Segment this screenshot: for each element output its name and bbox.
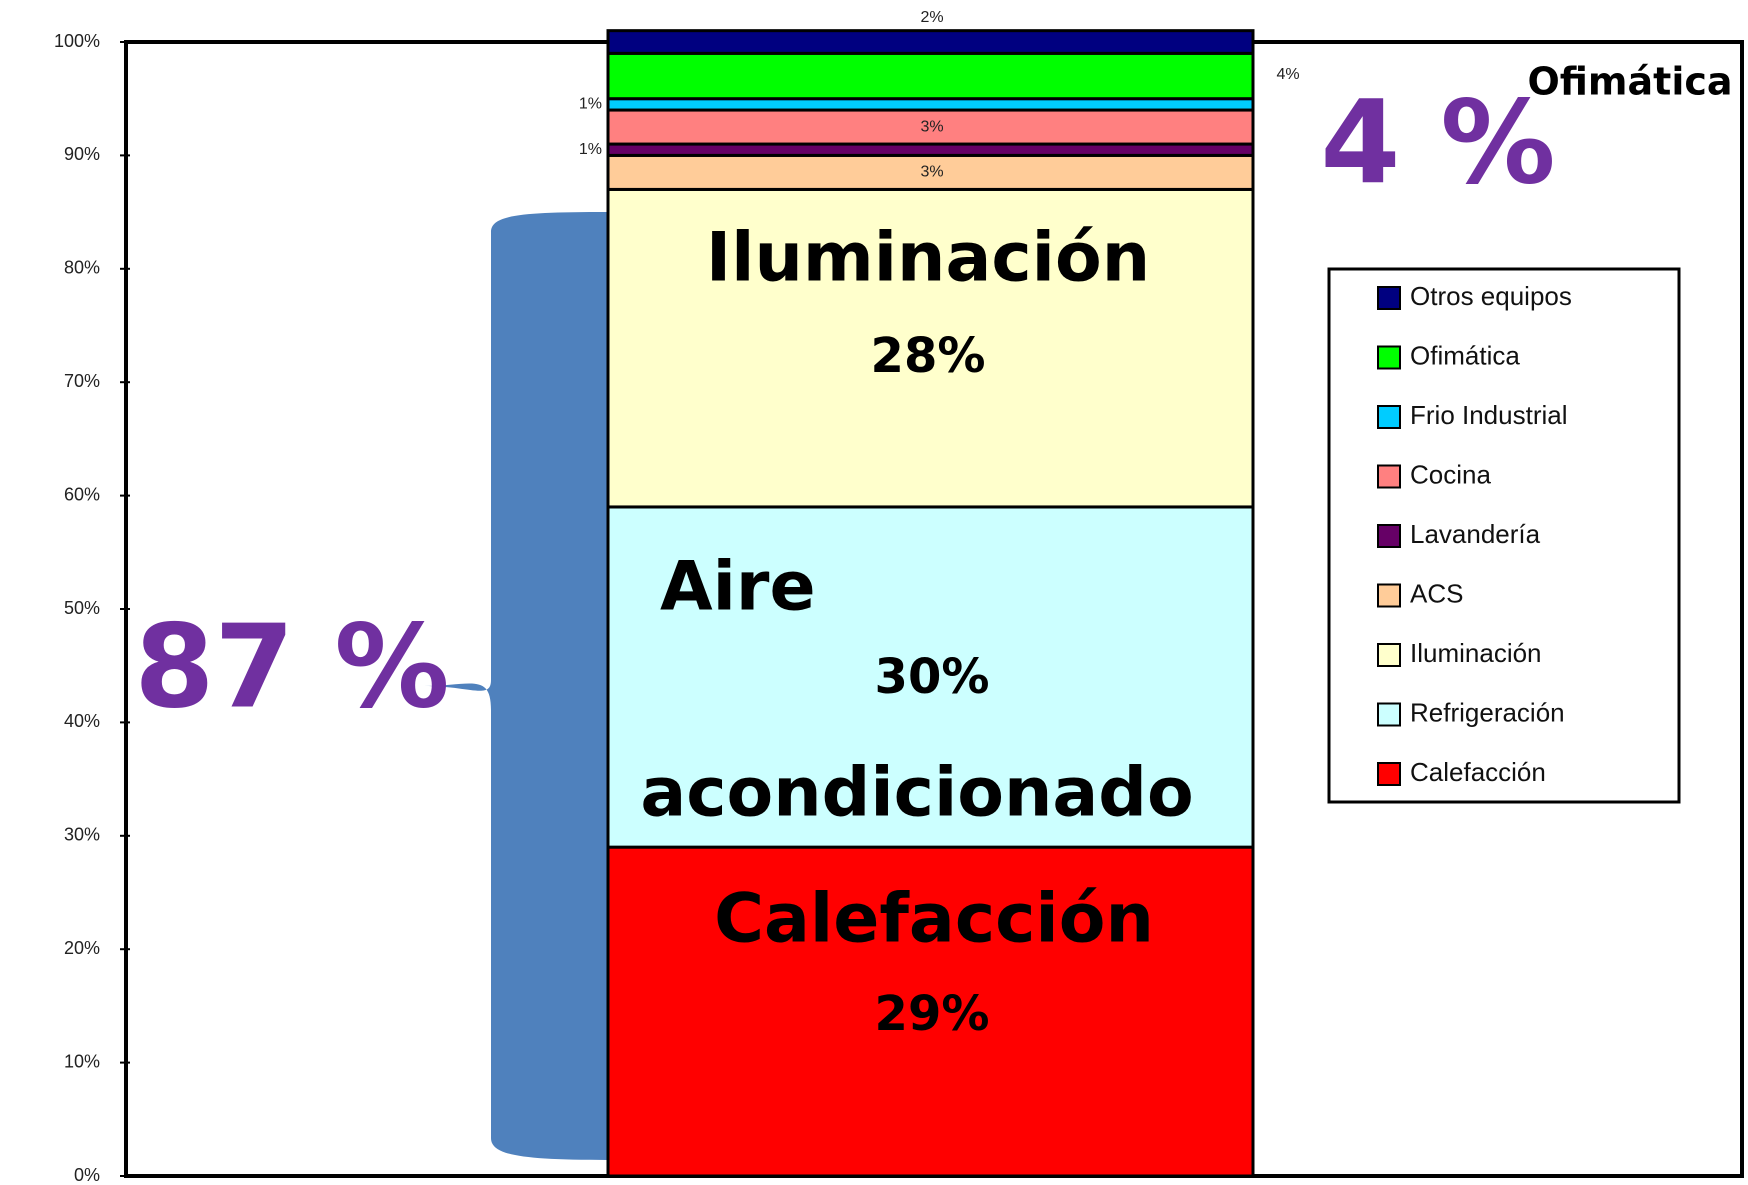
legend-swatch [1377,524,1401,548]
y-tick-label: 30% [64,825,100,845]
value-label: 3% [920,118,943,135]
y-tick-label: 100% [54,31,100,51]
legend-label: Frio Industrial [1410,400,1568,430]
value-label: 3% [920,164,943,181]
legend-label: Calefacción [1410,757,1546,787]
annotation: acondicionado [640,754,1193,833]
y-tick-label: 60% [64,484,100,504]
legend-label: Otros equipos [1410,281,1572,311]
y-tick-label: 50% [64,598,100,618]
legend-label: Lavandería [1410,519,1541,549]
legend-label: Iluminación [1410,638,1542,668]
legend-swatch [1377,345,1401,370]
y-tick-label: 90% [64,144,100,164]
legend-label: Refrigeración [1410,697,1565,727]
value-label: 28% [871,328,986,384]
y-tick-label: 40% [64,711,100,731]
legend-label: ACS [1410,578,1463,608]
legend-swatch [1377,405,1401,429]
bar-segment [606,142,1255,157]
value-label: 29% [875,986,990,1042]
legend-label: Ofimática [1410,340,1520,370]
y-tick-label: 20% [64,938,100,958]
annotation: Iluminación [706,219,1150,298]
legend-label: Cocina [1410,459,1491,489]
annotation: Ofimática [1527,60,1732,104]
brace [424,212,608,1160]
y-tick-label: 80% [64,258,100,278]
annotation: 4 % [1320,77,1555,211]
annotation: Aire [660,548,816,627]
bar-segment [606,187,1255,509]
bar-segment [606,51,1255,101]
legend-swatch [1377,464,1401,489]
annotation: Calefacción [714,880,1154,959]
legend-swatch [1377,702,1401,727]
value-label: 2% [920,9,943,26]
y-tick-label: 70% [64,371,100,391]
legend-swatch [1377,286,1401,310]
bar-segment [606,29,1255,55]
bar-segment [606,845,1255,1178]
bar-segment [606,97,1255,112]
legend-swatch [1377,762,1401,786]
value-label: 4% [1276,66,1299,83]
y-tick-label: 0% [74,1165,100,1185]
bar-segment [606,505,1255,849]
value-label: 1% [579,141,602,158]
annotation: 87 % [134,601,449,735]
legend-swatch [1377,643,1401,667]
legend-swatch [1377,583,1401,608]
value-label: 30% [875,649,990,705]
value-label: 1% [579,96,602,113]
y-tick-label: 10% [64,1051,100,1071]
